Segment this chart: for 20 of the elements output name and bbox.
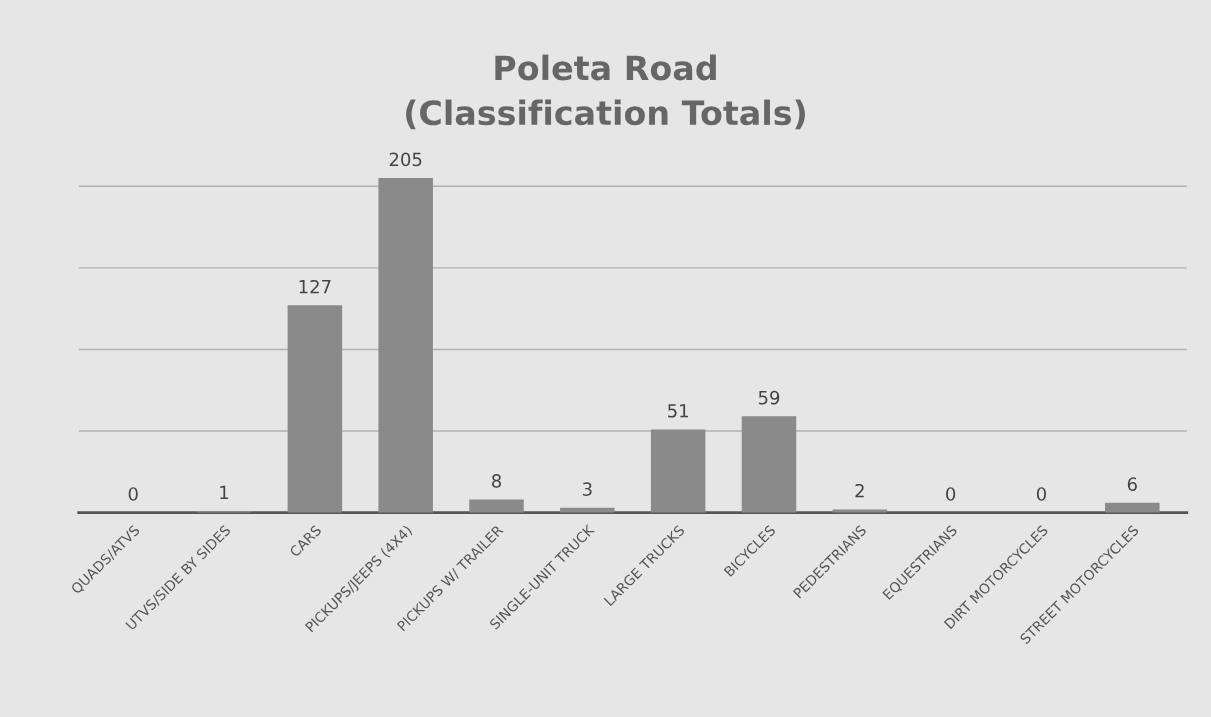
data-label: 6 xyxy=(1127,477,1137,492)
bar xyxy=(650,429,706,513)
data-label: 59 xyxy=(758,390,780,405)
bar xyxy=(1105,502,1160,513)
bar xyxy=(741,416,797,513)
data-label: 1 xyxy=(220,485,229,499)
bar xyxy=(378,178,433,513)
data-label: 0 xyxy=(128,487,138,501)
data-label: 205 xyxy=(389,152,422,167)
bar xyxy=(469,499,524,513)
bar xyxy=(832,509,888,513)
data-label: 51 xyxy=(668,404,688,418)
data-label: 0 xyxy=(946,487,956,501)
data-label: 0 xyxy=(1036,487,1046,501)
data-label: 2 xyxy=(855,483,864,498)
data-label: 3 xyxy=(582,482,592,496)
bar xyxy=(287,305,343,513)
data-label: 127 xyxy=(299,279,331,294)
data-label: 8 xyxy=(491,474,502,488)
chart-title: Poleta Road (Classification Totals) xyxy=(406,54,805,130)
